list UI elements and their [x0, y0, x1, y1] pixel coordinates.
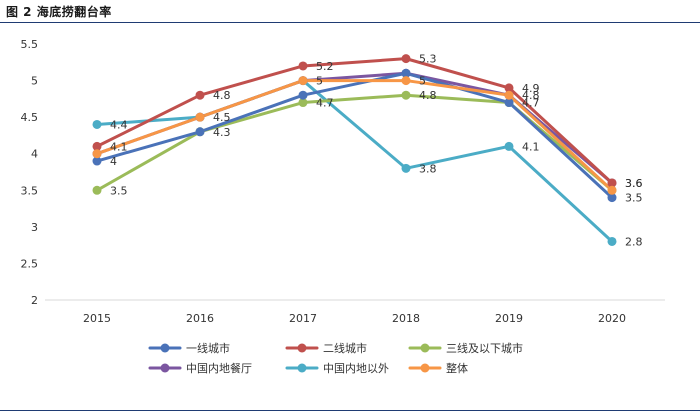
- data-label: 5: [316, 75, 323, 88]
- data-label: 2.8: [625, 235, 643, 248]
- bottom-rule: [0, 410, 700, 411]
- legend-label: 中国内地以外: [323, 361, 389, 375]
- series-line: [95, 79, 614, 243]
- data-label: 5: [419, 75, 426, 88]
- data-label: 4: [110, 155, 117, 168]
- data-label: 4.9: [522, 82, 540, 95]
- legend-swatch-marker: [420, 343, 430, 353]
- series-marker: [401, 54, 411, 64]
- legend-swatch-marker: [160, 343, 170, 353]
- legend-label: 整体: [446, 361, 468, 375]
- series-marker: [298, 76, 308, 86]
- data-label: 4.7: [522, 97, 540, 110]
- y-tick-label: 4.5: [21, 111, 39, 124]
- data-label: 4.8: [522, 89, 540, 102]
- series-marker: [298, 90, 308, 100]
- legend-label: 中国内地餐厅: [186, 361, 252, 375]
- data-label: 4.1: [522, 140, 540, 153]
- series-lines: [95, 57, 614, 243]
- data-label: 4.1: [110, 140, 128, 153]
- series-marker: [401, 90, 411, 100]
- data-label: 4.8: [213, 89, 231, 102]
- series-marker: [92, 141, 102, 151]
- data-labels: 4.44.143.54.84.54.35.254.75.354.83.84.94…: [110, 53, 643, 249]
- series-marker: [504, 90, 514, 100]
- data-label: 4.5: [213, 111, 231, 124]
- series-marker: [92, 119, 102, 129]
- x-axis-ticks: 2015 2016 2017 2018 2019 2020: [83, 312, 626, 325]
- series-marker: [401, 163, 411, 173]
- data-label: 4.8: [419, 89, 437, 102]
- series-line: [95, 79, 614, 192]
- data-label: 3.8: [419, 162, 437, 175]
- series-marker: [298, 98, 308, 108]
- series-marker: [195, 112, 205, 122]
- y-tick-label: 3.5: [21, 184, 39, 197]
- series-line: [95, 57, 614, 185]
- x-tick-label: 2017: [289, 312, 317, 325]
- series-marker: [195, 90, 205, 100]
- legend-label: 一线城市: [186, 341, 230, 355]
- title-rule: [0, 22, 700, 23]
- legend-swatch-marker: [160, 363, 170, 373]
- series-marker: [607, 193, 617, 203]
- series-line: [95, 71, 614, 200]
- series-marker: [607, 178, 617, 188]
- data-label: 4.7: [316, 97, 334, 110]
- y-tick-label: 2.5: [21, 257, 39, 270]
- legend-label: 三线及以下城市: [446, 341, 523, 355]
- series-markers: [92, 54, 617, 246]
- data-label: 4.4: [110, 118, 128, 131]
- y-tick-label: 5.5: [21, 38, 39, 51]
- series-marker: [504, 141, 514, 151]
- y-tick-label: 5: [31, 75, 38, 88]
- y-tick-label: 2: [31, 294, 38, 307]
- legend-swatch-marker: [297, 363, 307, 373]
- series-marker: [607, 185, 617, 195]
- x-tick-label: 2019: [495, 312, 523, 325]
- series-marker: [504, 83, 514, 93]
- data-label: 3.5: [110, 184, 128, 197]
- legend-label: 二线城市: [323, 341, 367, 355]
- series-marker: [401, 76, 411, 86]
- series-marker: [92, 185, 102, 195]
- legend-swatch-marker: [297, 343, 307, 353]
- series-marker: [607, 236, 617, 246]
- data-label: 5.2: [316, 60, 334, 73]
- x-tick-label: 2015: [83, 312, 111, 325]
- data-label: 4.3: [213, 126, 231, 139]
- legend-swatch-marker: [420, 363, 430, 373]
- series-marker: [92, 149, 102, 159]
- data-label: 3.6: [625, 177, 643, 190]
- y-tick-label: 3: [31, 221, 38, 234]
- data-label: 3.6: [625, 177, 643, 190]
- series-marker: [504, 98, 514, 108]
- series-marker: [195, 127, 205, 137]
- x-tick-label: 2020: [598, 312, 626, 325]
- series-marker: [298, 61, 308, 71]
- y-axis-ticks: 2 2.5 3 3.5 4 4.5 5 5.5: [21, 38, 39, 307]
- x-tick-label: 2016: [186, 312, 214, 325]
- x-tick-label: 2018: [392, 312, 420, 325]
- data-label: 5.3: [419, 53, 437, 66]
- y-tick-label: 4: [31, 148, 38, 161]
- series-marker: [401, 68, 411, 78]
- data-label: 3.5: [625, 192, 643, 205]
- figure-title: 图 2 海底捞翻台率: [6, 5, 112, 19]
- series-marker: [92, 156, 102, 166]
